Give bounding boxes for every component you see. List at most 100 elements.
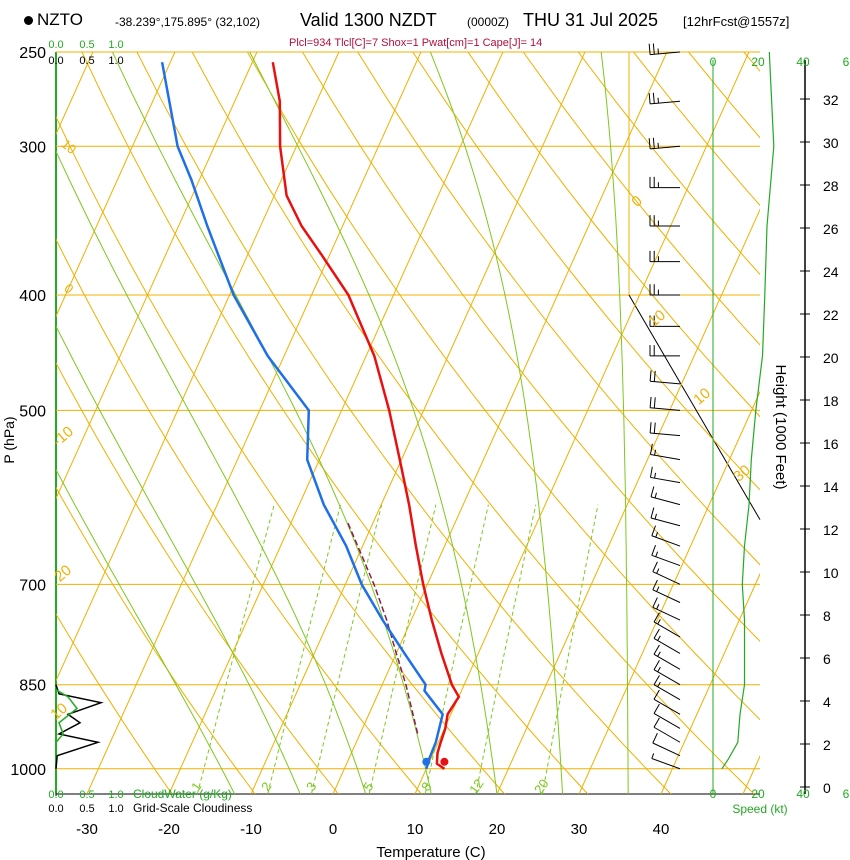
- wind-barb: [649, 345, 680, 357]
- cloudiness-tick-bottom: 0.0: [48, 803, 63, 815]
- wind-barb: [648, 43, 681, 56]
- isotherm-line: [56, 52, 258, 500]
- barb-flag: [652, 561, 658, 572]
- height-tick-label: 20: [823, 350, 839, 366]
- barb-flag: [653, 689, 660, 700]
- mixing-ratio-label: 5: [360, 779, 376, 794]
- cloud-water-label: CloudWater (g/Kg): [133, 787, 232, 801]
- barb-staff: [653, 698, 681, 715]
- barb-flag: [654, 513, 657, 520]
- wind-barb: [652, 733, 681, 757]
- wind-barb: [653, 689, 681, 715]
- barb-flag: [649, 443, 653, 455]
- dry-adiabat: [81, 52, 589, 794]
- barb-staff: [653, 637, 681, 654]
- cloudiness-tick-top: 1.0: [108, 55, 123, 67]
- wind-barb: [651, 544, 681, 567]
- wind-barb: [652, 561, 681, 585]
- barb-flag: [652, 92, 655, 104]
- surface-dew-marker: [422, 757, 431, 766]
- wind-barb: [653, 612, 681, 638]
- wind-barb: [649, 396, 681, 411]
- barb-flag: [656, 604, 660, 610]
- pressure-tick-label: 850: [19, 678, 46, 695]
- wind-barb: [648, 92, 681, 105]
- wind-speed-profile: [721, 51, 775, 770]
- parcel-line: [346, 521, 419, 734]
- speed-tick-top: 0: [710, 55, 717, 69]
- barb-staff: [653, 713, 681, 729]
- barb-flag: [653, 675, 660, 685]
- speed-tick-bottom: 20: [751, 787, 765, 801]
- isotherm-line: [332, 52, 668, 794]
- wind-barb: [649, 176, 680, 189]
- speed-tick-bottom: 0: [710, 787, 717, 801]
- barb-flag: [649, 370, 652, 382]
- dry-adiabat: [302, 52, 760, 642]
- barb-flag: [653, 717, 660, 728]
- height-tick-label: 32: [823, 92, 839, 108]
- temperature-line: [271, 61, 461, 770]
- moist-adiabat: [56, 150, 367, 794]
- barb-staff: [651, 554, 681, 567]
- barb-flag: [652, 733, 658, 744]
- wind-barb: [651, 525, 681, 547]
- speed-axis-label: Speed (kt): [732, 802, 787, 816]
- wind-barb: [649, 443, 681, 461]
- barb-flag: [651, 525, 656, 536]
- barb-flag: [649, 396, 652, 408]
- barb-staff: [651, 758, 681, 770]
- height-tick-label: 6: [823, 651, 831, 667]
- barb-staff: [652, 571, 681, 585]
- isotherm-line: [578, 390, 760, 794]
- moist-adiabat: [429, 52, 564, 794]
- wind-barb: [653, 717, 681, 743]
- dry-adiabat: [56, 361, 339, 794]
- height-tick-label: 18: [823, 393, 839, 409]
- wind-barb: [650, 486, 681, 506]
- dry-adiabat: [246, 52, 760, 721]
- barb-staff: [651, 535, 681, 547]
- cloudiness-tick-bottom: 0.5: [79, 803, 94, 815]
- barb-flag: [649, 422, 652, 434]
- cloud-water-tick-bottom: 0.5: [79, 789, 94, 801]
- barb-staff: [652, 742, 681, 757]
- x-tick-label: 30: [571, 821, 588, 838]
- dry-adiabat: [357, 52, 760, 566]
- height-tick-label: 4: [823, 694, 831, 710]
- height-tick-label: 2: [823, 737, 831, 753]
- x-tick-label: 0: [329, 821, 337, 838]
- speed-tick-top: 40: [796, 55, 810, 69]
- dry-adiabat: [577, 52, 760, 276]
- wind-barb: [649, 370, 681, 385]
- moist-adiabat: [600, 52, 629, 794]
- barb-flag: [653, 370, 656, 382]
- height-tick-label: 16: [823, 436, 839, 452]
- dry-adiabat: [191, 52, 755, 794]
- barb-flag: [648, 43, 651, 55]
- speed-tick-bottom: 40: [796, 787, 810, 801]
- height-tick-label: 8: [823, 608, 831, 624]
- cloudiness-profile: [55, 684, 104, 769]
- x-tick-label: 40: [653, 821, 670, 838]
- dewpoint-line: [160, 61, 445, 770]
- mixing-ratio-label: 12: [466, 776, 487, 796]
- barb-staff: [650, 51, 681, 56]
- isotherm-label: 20: [51, 562, 75, 586]
- x-tick-label: 20: [489, 821, 506, 838]
- isotherm-line: [168, 52, 504, 794]
- dry-adiabat: [136, 52, 672, 794]
- wind-barb: [649, 422, 681, 437]
- station-id: NZTO: [37, 10, 83, 29]
- mixing-ratio-line: [541, 504, 599, 794]
- y-axis-title: P (hPa): [1, 416, 17, 463]
- utc-time: (0000Z): [467, 15, 510, 29]
- cloud-water-tick-bottom: 0.0: [48, 789, 63, 801]
- cloud-water-tick-top: 0.5: [79, 39, 94, 51]
- wind-barb: [653, 660, 681, 686]
- isotherm-line: [414, 52, 750, 794]
- barb-flag: [655, 531, 659, 538]
- isotherm-label: 10: [59, 136, 80, 157]
- barb-flag: [657, 635, 661, 641]
